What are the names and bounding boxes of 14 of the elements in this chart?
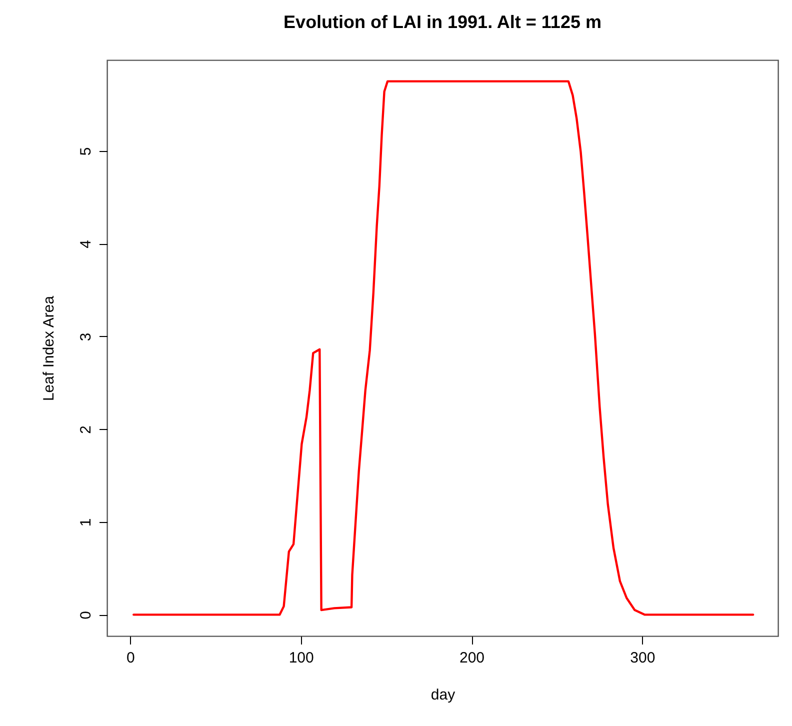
y-tick-label: 4 — [78, 240, 94, 248]
x-tick-label: 100 — [288, 650, 314, 666]
y-axis-title: Leaf Index Area — [40, 295, 58, 402]
y-tick-label: 3 — [78, 332, 94, 342]
y-tick-label: 5 — [78, 147, 94, 156]
y-tick-label: 0 — [78, 610, 94, 620]
chart-title: Evolution of LAI in 1991. Alt = 1125 m — [284, 12, 602, 32]
x-tick-label: 300 — [630, 650, 656, 666]
x-tick-label: 0 — [126, 650, 135, 666]
y-tick-label: 2 — [78, 425, 94, 434]
y-tick-label: 1 — [78, 518, 94, 527]
x-axis-title: day — [430, 686, 456, 704]
x-tick-label: 200 — [459, 650, 485, 666]
line-series — [132, 80, 754, 616]
